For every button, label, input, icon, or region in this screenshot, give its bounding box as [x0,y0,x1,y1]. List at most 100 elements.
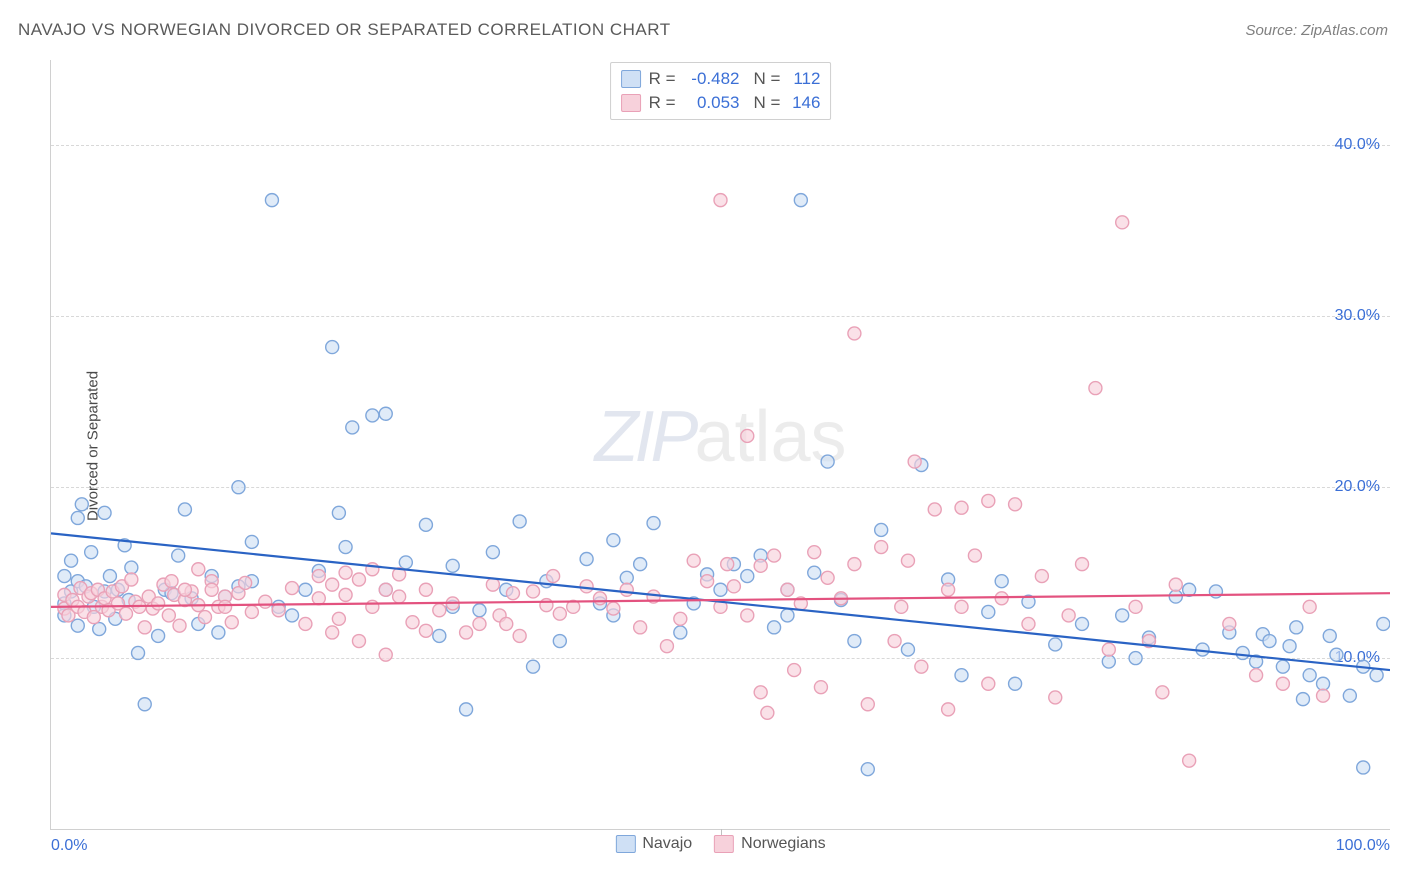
scatter-point [1250,669,1263,682]
scatter-point [232,481,245,494]
scatter-point [75,498,88,511]
scatter-point [727,580,740,593]
scatter-point [915,660,928,673]
scatter-point [173,619,186,632]
scatter-point [674,626,687,639]
scatter-point [1129,652,1142,665]
scatter-point [908,455,921,468]
scatter-point [607,534,620,547]
stat-n-value-navajo: 112 [788,67,820,91]
scatter-point [419,518,432,531]
scatter-point [1357,761,1370,774]
scatter-point [901,554,914,567]
scatter-point [848,327,861,340]
scatter-point [593,592,606,605]
scatter-point [265,194,278,207]
scatter-point [1089,382,1102,395]
scatter-point [286,582,299,595]
scatter-point [379,648,392,661]
scatter-point [312,570,325,583]
scatter-point [721,558,734,571]
scatter-point [1076,558,1089,571]
scatter-point [85,546,98,559]
scatter-point [674,612,687,625]
scatter-point [486,546,499,559]
scatter-point [299,617,312,630]
scatter-point [968,549,981,562]
scatter-point [848,635,861,648]
scatter-point [995,592,1008,605]
scatter-point [259,595,272,608]
scatter-point [955,501,968,514]
scatter-point [634,621,647,634]
scatter-point [366,409,379,422]
scatter-point [165,575,178,588]
scatter-point [98,506,111,519]
scatter-point [132,646,145,659]
scatter-point [620,571,633,584]
scatter-point [239,576,252,589]
scatter-point [192,563,205,576]
chart-container: NAVAJO VS NORWEGIAN DIVORCED OR SEPARATE… [0,0,1406,892]
scatter-point [848,558,861,571]
scatter-point [634,558,647,571]
scatter-point [607,602,620,615]
scatter-point [299,583,312,596]
swatch-navajo [621,70,641,88]
scatter-point [814,681,827,694]
legend-label-navajo: Navajo [642,835,692,853]
scatter-point [1169,578,1182,591]
scatter-point [446,559,459,572]
scatter-point [1049,638,1062,651]
scatter-point [620,583,633,596]
scatter-point [1276,660,1289,673]
scatter-point [1377,617,1390,630]
scatter-point [1035,570,1048,583]
stat-r-label: R = [649,67,676,91]
scatter-point [861,763,874,776]
stat-n-value-norwegians: 146 [788,91,820,115]
scatter-point [125,561,138,574]
scatter-point [339,566,352,579]
scatter-point [125,573,138,586]
scatter-point [794,194,807,207]
scatter-point [366,600,379,613]
scatter-point [172,549,185,562]
scatter-point [433,604,446,617]
scatter-point [808,546,821,559]
scatter-point [152,629,165,642]
xtick-mark-mid [721,829,722,835]
scatter-point [1263,635,1276,648]
scatter-point [741,429,754,442]
scatter-point [138,621,151,634]
scatter-point [339,541,352,554]
scatter-point [245,605,258,618]
scatter-point [103,570,116,583]
scatter-point [895,600,908,613]
scatter-point [346,421,359,434]
scatter-point [1049,691,1062,704]
scatter-point [1009,498,1022,511]
scatter-point [754,559,767,572]
scatter-point [1276,677,1289,690]
scatter-point [71,511,84,524]
scatter-point [1169,590,1182,603]
stat-n-label: N = [754,67,781,91]
scatter-point [875,541,888,554]
scatter-point [460,626,473,639]
legend-label-norwegians: Norwegians [741,835,825,853]
plot-area: ZIPatlas R = -0.482 N = 112 R = 0.053 N … [50,60,1390,830]
scatter-point [500,617,513,630]
scatter-point [647,517,660,530]
scatter-point [1303,669,1316,682]
scatter-point [1062,609,1075,622]
stat-n-label: N = [754,91,781,115]
stat-r-value-norwegians: 0.053 [684,91,740,115]
scatter-point [1009,677,1022,690]
legend-item-navajo: Navajo [615,835,692,853]
scatter-point [219,600,232,613]
scatter-point [379,407,392,420]
scatter-point [754,686,767,699]
scatter-point [982,494,995,507]
scatter-point [433,629,446,642]
